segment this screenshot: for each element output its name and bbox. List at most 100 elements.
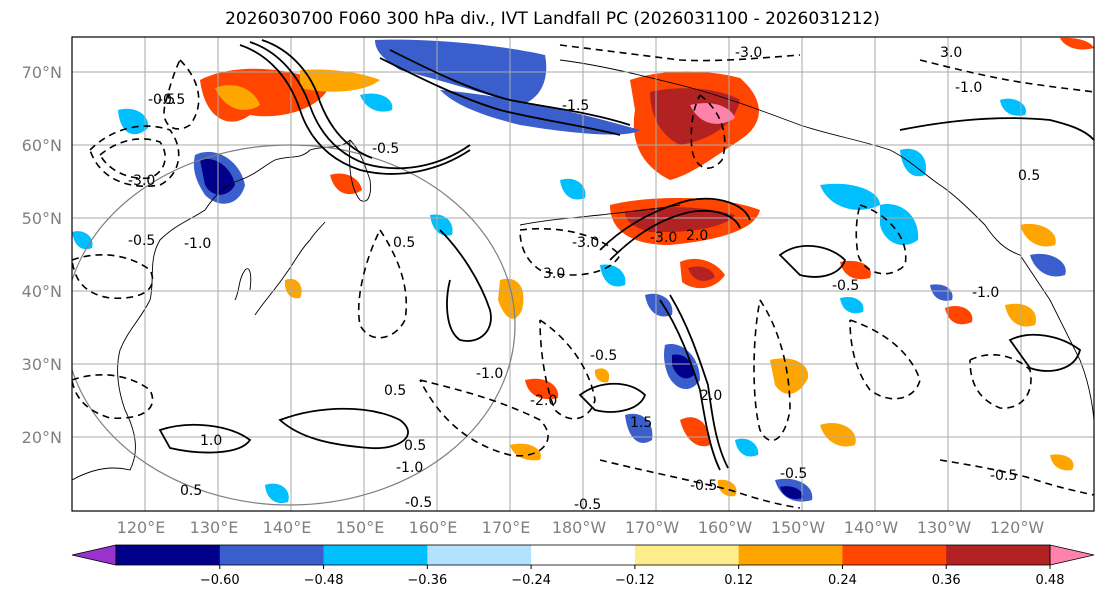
colorbar-tick-label: 0.48 [1036, 573, 1065, 588]
contour-label: -0.5 [590, 348, 617, 364]
contour-label: -0.5 [148, 92, 175, 108]
contour-solid [239, 44, 471, 175]
positive-fill [690, 103, 735, 124]
contour-dashed [72, 374, 154, 420]
negative-fill [735, 438, 759, 457]
contour-label: 1.5 [630, 415, 652, 431]
colorbar-tick-label: 0.12 [724, 573, 753, 588]
contour-label: -1.0 [184, 236, 211, 252]
longitude-label: 140°E [263, 518, 312, 537]
longitude-label: 130°W [917, 518, 972, 537]
latitude-label: 40°N [22, 282, 62, 301]
reference-circle [72, 144, 516, 506]
contour-label: -0.5 [832, 278, 859, 294]
positive-fill [770, 358, 809, 394]
longitude-labels: 120°E 130°E 140°E 150°E 160°E 170°E 180°W 170°W… [117, 518, 1045, 537]
negative-fill [1000, 98, 1026, 116]
colorbar-segment [323, 545, 428, 565]
contour-label: -1.5 [562, 98, 589, 114]
contour-label: -3.0 [572, 235, 599, 251]
latitude-label: 50°N [22, 209, 62, 228]
colorbar-segment [946, 545, 1051, 565]
contour-label: 3.0 [940, 45, 962, 61]
contour-label: 0.5 [1018, 168, 1040, 184]
colorbar: −0.60 −0.48 −0.36 −0.24 −0.12 0.12 0.24 0.36 0.4… [71, 544, 1095, 588]
coast-asia [72, 139, 351, 481]
colorbar-extend-low [71, 544, 117, 566]
longitude-label: 150°W [771, 518, 826, 537]
contour-solid [778, 245, 847, 278]
contour-solid [578, 382, 647, 413]
contour-solid [669, 294, 729, 469]
colorbar-tick-label: 0.24 [828, 573, 857, 588]
colorbar-segment [116, 545, 221, 565]
longitude-label: 160°E [409, 518, 458, 537]
contour-lines-dashed [72, 44, 1094, 509]
contour-label: -0.5 [990, 468, 1017, 484]
negative-fill [672, 354, 694, 379]
map-frame [71, 36, 1095, 512]
latitude-label: 70°N [22, 63, 62, 82]
contour-label: 3.0 [543, 266, 565, 282]
negative-fill [360, 93, 393, 112]
positive-fill [215, 85, 260, 110]
contour-label: -0.5 [158, 92, 185, 108]
contour-dashed [89, 125, 180, 187]
contour-solid [439, 229, 492, 342]
contour-label: -0.5 [128, 233, 155, 249]
negative-fill [880, 204, 919, 245]
latitude-label: 20°N [22, 428, 62, 447]
positive-fill [1020, 223, 1056, 247]
coast-westcoast [1019, 254, 1094, 421]
contour-dashed [519, 227, 621, 276]
contour-dashed [690, 94, 726, 169]
contour-label: 0.5 [384, 383, 406, 399]
negative-fill [430, 214, 453, 236]
contour-label: -1.0 [396, 460, 423, 476]
positive-fill [498, 278, 524, 319]
coast-aleutians [519, 204, 681, 226]
contour-label: 0.5 [404, 438, 426, 454]
negative-fill [645, 293, 673, 317]
contour-label: -0.5 [405, 495, 432, 511]
contour-label: -3.0 [650, 230, 677, 246]
contour-label: 2.0 [700, 388, 722, 404]
longitude-label: 120°W [990, 518, 1045, 537]
contour-solid [379, 57, 621, 136]
contour-solid [278, 407, 409, 449]
contour-solid [389, 49, 631, 126]
contour-label: -0.5 [574, 497, 601, 513]
negative-fill [560, 178, 586, 200]
colorbar-segment [634, 545, 740, 565]
colorbar-outline [115, 544, 1051, 566]
contour-label: -1.0 [972, 285, 999, 301]
colorbar-extend-high [1049, 544, 1095, 566]
map-title: 2026030700 F060 300 hPa div., IVT Landfa… [225, 9, 880, 29]
positive-fill [1050, 454, 1074, 471]
negative-fill [118, 108, 149, 135]
coast-alaska [559, 59, 1021, 256]
negative-fill [265, 483, 289, 504]
positive-fill [688, 266, 715, 281]
contour-dashed [559, 44, 801, 62]
contour-solid [899, 117, 1094, 141]
latitude-label: 60°N [22, 136, 62, 155]
longitude-label: 170°W [625, 518, 680, 537]
contour-solid [609, 210, 741, 261]
contour-label: 1.0 [200, 433, 222, 449]
positive-fill [1060, 37, 1094, 50]
colorbar-segment [427, 545, 532, 565]
latitude-labels: 70°N 60°N 50°N 40°N 30°N 20°N [22, 63, 62, 447]
contour-solid [261, 39, 373, 159]
positive-fill [680, 417, 711, 447]
contour-solid [659, 299, 721, 471]
longitude-label: 130°E [190, 518, 239, 537]
colorbar-segment [738, 545, 843, 565]
contour-label: 2.0 [686, 228, 708, 244]
colorbar-tick-label: −0.24 [511, 573, 551, 588]
contour-label: -2.0 [530, 393, 557, 409]
contour-dashed [753, 299, 791, 442]
positive-fill [510, 443, 541, 461]
coast-japan [254, 221, 326, 316]
